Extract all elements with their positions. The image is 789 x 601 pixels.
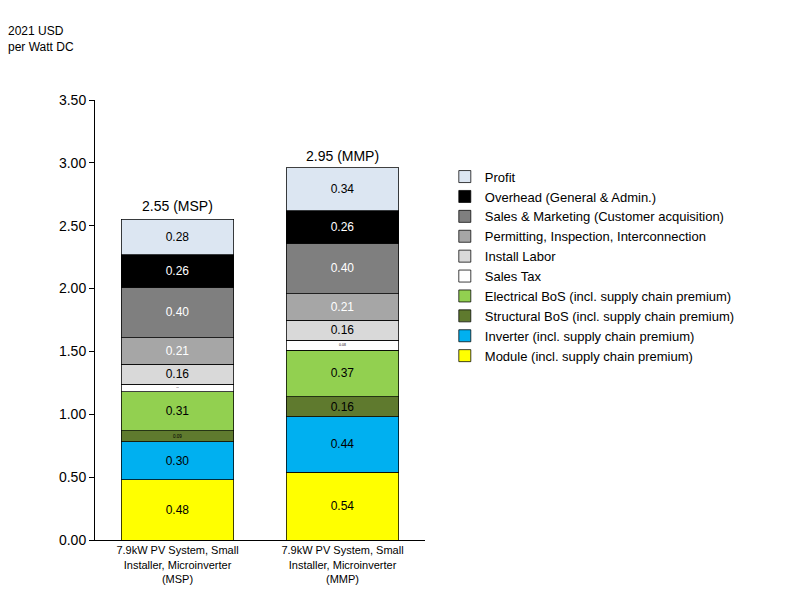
svg-text:0.00: 0.00 <box>59 532 86 548</box>
svg-text:0.50: 0.50 <box>59 469 86 485</box>
svg-text:7.9kW PV System, SmallInstalle: 7.9kW PV System, SmallInstaller, Microin… <box>116 544 238 585</box>
svg-text:2.55 (MSP): 2.55 (MSP) <box>142 198 213 214</box>
svg-text:Permitting, Inspection, Interc: Permitting, Inspection, Interconnection <box>485 229 706 244</box>
svg-text:Sales Tax: Sales Tax <box>485 269 542 284</box>
svg-text:Electrical BoS (incl. supply c: Electrical BoS (incl. supply chain premi… <box>485 289 731 304</box>
svg-text:0.21: 0.21 <box>166 344 190 358</box>
svg-text:0.21: 0.21 <box>331 300 355 314</box>
svg-text:Structural BoS (incl. supply c: Structural BoS (incl. supply chain premi… <box>485 309 734 324</box>
svg-text:0.31: 0.31 <box>166 404 190 418</box>
svg-text:Profit: Profit <box>485 170 516 185</box>
svg-text:0.37: 0.37 <box>331 366 355 380</box>
svg-text:0.26: 0.26 <box>166 264 190 278</box>
svg-text:Module (incl. supply chain pre: Module (incl. supply chain premium) <box>485 349 693 364</box>
svg-text:1.50: 1.50 <box>59 343 86 359</box>
svg-text:0.16: 0.16 <box>166 367 190 381</box>
svg-text:Sales & Marketing (Customer ac: Sales & Marketing (Customer acquisition) <box>485 209 724 224</box>
svg-text:0.34: 0.34 <box>331 182 355 196</box>
svg-text:0.26: 0.26 <box>331 220 355 234</box>
svg-text:0.06: 0.06 <box>176 387 179 388</box>
svg-text:0.30: 0.30 <box>166 454 190 468</box>
svg-text:0.28: 0.28 <box>166 230 190 244</box>
svg-text:7.9kW PV System, SmallInstalle: 7.9kW PV System, SmallInstaller, Microin… <box>281 544 403 585</box>
svg-text:0.48: 0.48 <box>166 503 190 517</box>
svg-text:3.50: 3.50 <box>59 92 86 108</box>
svg-text:0.16: 0.16 <box>331 400 355 414</box>
svg-text:Overhead (General & Admin.): Overhead (General & Admin.) <box>485 190 656 205</box>
svg-text:0.09: 0.09 <box>173 434 182 439</box>
svg-text:2.00: 2.00 <box>59 280 86 296</box>
svg-text:2.95 (MMP): 2.95 (MMP) <box>306 148 379 164</box>
svg-text:0.54: 0.54 <box>331 499 355 513</box>
svg-text:0.44: 0.44 <box>331 437 355 451</box>
svg-text:1.00: 1.00 <box>59 406 86 422</box>
svg-text:Install Labor: Install Labor <box>485 249 556 264</box>
svg-text:3.00: 3.00 <box>59 155 86 171</box>
svg-text:2021 USDper Watt DC: 2021 USDper Watt DC <box>8 24 74 54</box>
svg-text:0.16: 0.16 <box>331 323 355 337</box>
svg-text:Inverter (incl. supply chain p: Inverter (incl. supply chain premium) <box>485 329 695 344</box>
svg-text:0.40: 0.40 <box>166 305 190 319</box>
svg-text:0.08: 0.08 <box>339 343 346 347</box>
svg-text:2.50: 2.50 <box>59 218 86 234</box>
svg-text:0.40: 0.40 <box>331 261 355 275</box>
